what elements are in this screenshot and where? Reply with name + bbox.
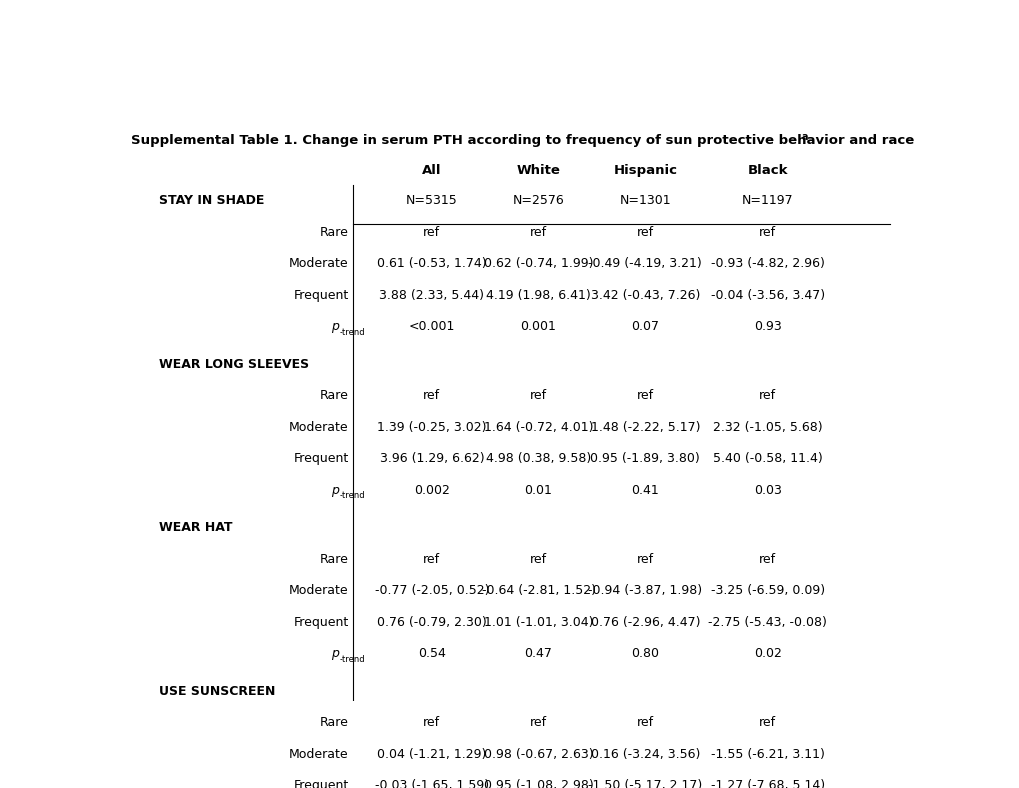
Text: STAY IN SHADE: STAY IN SHADE [159, 195, 264, 207]
Text: 0.002: 0.002 [414, 484, 449, 497]
Text: N=1197: N=1197 [741, 195, 793, 207]
Text: ref: ref [530, 552, 546, 566]
Text: Rare: Rare [320, 226, 348, 239]
Text: USE SUNSCREEN: USE SUNSCREEN [159, 685, 275, 697]
Text: -1.27 (-7.68, 5.14): -1.27 (-7.68, 5.14) [710, 779, 824, 788]
Text: 3.88 (2.33, 5.44): 3.88 (2.33, 5.44) [379, 289, 484, 302]
Text: 0.54: 0.54 [418, 648, 445, 660]
Text: 0.61 (-0.53, 1.74): 0.61 (-0.53, 1.74) [377, 258, 486, 270]
Text: 4.19 (1.98, 6.41): 4.19 (1.98, 6.41) [486, 289, 590, 302]
Text: ref: ref [758, 716, 775, 729]
Text: WEAR LONG SLEEVES: WEAR LONG SLEEVES [159, 358, 309, 370]
Text: -1.55 (-6.21, 3.11): -1.55 (-6.21, 3.11) [710, 748, 824, 760]
Text: 0.02: 0.02 [753, 648, 781, 660]
Text: N=2576: N=2576 [513, 195, 564, 207]
Text: Rare: Rare [320, 389, 348, 402]
Text: -0.49 (-4.19, 3.21): -0.49 (-4.19, 3.21) [588, 258, 701, 270]
Text: 1.39 (-0.25, 3.02): 1.39 (-0.25, 3.02) [377, 421, 486, 434]
Text: -3.25 (-6.59, 0.09): -3.25 (-6.59, 0.09) [710, 584, 824, 597]
Text: <0.001: <0.001 [409, 321, 454, 333]
Text: Black: Black [747, 164, 788, 177]
Text: 0.95 (-1.08, 2.98): 0.95 (-1.08, 2.98) [483, 779, 593, 788]
Text: Frequent: Frequent [293, 615, 348, 629]
Text: 0.95 (-1.89, 3.80): 0.95 (-1.89, 3.80) [590, 452, 699, 466]
Text: Frequent: Frequent [293, 779, 348, 788]
Text: ref: ref [530, 226, 546, 239]
Text: 0.03: 0.03 [753, 484, 781, 497]
Text: ref: ref [758, 552, 775, 566]
Text: 0.001: 0.001 [520, 321, 556, 333]
Text: -0.94 (-3.87, 1.98): -0.94 (-3.87, 1.98) [588, 584, 702, 597]
Text: 0.98 (-0.67, 2.63): 0.98 (-0.67, 2.63) [483, 748, 593, 760]
Text: 1.48 (-2.22, 5.17): 1.48 (-2.22, 5.17) [590, 421, 699, 434]
Text: 1.64 (-0.72, 4.01): 1.64 (-0.72, 4.01) [483, 421, 593, 434]
Text: 0.01: 0.01 [524, 484, 552, 497]
Text: ref: ref [423, 716, 440, 729]
Text: 0.04 (-1.21, 1.29): 0.04 (-1.21, 1.29) [377, 748, 486, 760]
Text: 3.42 (-0.43, 7.26): 3.42 (-0.43, 7.26) [590, 289, 699, 302]
Text: 1.01 (-1.01, 3.04): 1.01 (-1.01, 3.04) [483, 615, 593, 629]
Text: p: p [331, 484, 339, 497]
Text: 0.16 (-3.24, 3.56): 0.16 (-3.24, 3.56) [590, 748, 699, 760]
Text: ref: ref [758, 389, 775, 402]
Text: ref: ref [758, 226, 775, 239]
Text: Moderate: Moderate [289, 584, 348, 597]
Text: ref: ref [423, 552, 440, 566]
Text: -trend: -trend [339, 492, 365, 500]
Text: 0.62 (-0.74, 1.99): 0.62 (-0.74, 1.99) [483, 258, 593, 270]
Text: 0.93: 0.93 [753, 321, 781, 333]
Text: ref: ref [636, 389, 653, 402]
Text: ref: ref [423, 389, 440, 402]
Text: a: a [801, 132, 807, 142]
Text: 5.40 (-0.58, 11.4): 5.40 (-0.58, 11.4) [712, 452, 822, 466]
Text: Moderate: Moderate [289, 421, 348, 434]
Text: 0.47: 0.47 [524, 648, 552, 660]
Text: Moderate: Moderate [289, 258, 348, 270]
Text: Frequent: Frequent [293, 452, 348, 466]
Text: -0.64 (-2.81, 1.52): -0.64 (-2.81, 1.52) [481, 584, 595, 597]
Text: White: White [516, 164, 560, 177]
Text: -0.03 (-1.65, 1.59): -0.03 (-1.65, 1.59) [374, 779, 488, 788]
Text: -2.75 (-5.43, -0.08): -2.75 (-5.43, -0.08) [707, 615, 826, 629]
Text: -0.04 (-3.56, 3.47): -0.04 (-3.56, 3.47) [710, 289, 824, 302]
Text: 0.76 (-2.96, 4.47): 0.76 (-2.96, 4.47) [590, 615, 699, 629]
Text: p: p [331, 321, 339, 333]
Text: N=1301: N=1301 [619, 195, 671, 207]
Text: ref: ref [530, 716, 546, 729]
Text: 3.96 (1.29, 6.62): 3.96 (1.29, 6.62) [379, 452, 484, 466]
Text: All: All [422, 164, 441, 177]
Text: 0.80: 0.80 [631, 648, 658, 660]
Text: -0.77 (-2.05, 0.52): -0.77 (-2.05, 0.52) [374, 584, 489, 597]
Text: Rare: Rare [320, 552, 348, 566]
Text: ref: ref [636, 552, 653, 566]
Text: Hispanic: Hispanic [612, 164, 677, 177]
Text: 2.32 (-1.05, 5.68): 2.32 (-1.05, 5.68) [712, 421, 821, 434]
Text: 4.98 (0.38, 9.58): 4.98 (0.38, 9.58) [485, 452, 591, 466]
Text: WEAR HAT: WEAR HAT [159, 521, 232, 534]
Text: N=5315: N=5315 [406, 195, 458, 207]
Text: ref: ref [423, 226, 440, 239]
Text: -0.93 (-4.82, 2.96): -0.93 (-4.82, 2.96) [710, 258, 824, 270]
Text: -1.50 (-5.17, 2.17): -1.50 (-5.17, 2.17) [588, 779, 702, 788]
Text: Rare: Rare [320, 716, 348, 729]
Text: 0.41: 0.41 [631, 484, 658, 497]
Text: Frequent: Frequent [293, 289, 348, 302]
Text: ref: ref [636, 716, 653, 729]
Text: 0.76 (-0.79, 2.30): 0.76 (-0.79, 2.30) [377, 615, 486, 629]
Text: Supplemental Table 1. Change in serum PTH according to frequency of sun protecti: Supplemental Table 1. Change in serum PT… [131, 134, 913, 147]
Text: ref: ref [636, 226, 653, 239]
Text: ref: ref [530, 389, 546, 402]
Text: -trend: -trend [339, 655, 365, 663]
Text: 0.07: 0.07 [631, 321, 658, 333]
Text: -trend: -trend [339, 328, 365, 337]
Text: Moderate: Moderate [289, 748, 348, 760]
Text: p: p [331, 648, 339, 660]
